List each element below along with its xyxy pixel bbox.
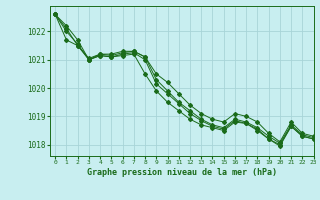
- X-axis label: Graphe pression niveau de la mer (hPa): Graphe pression niveau de la mer (hPa): [87, 168, 276, 177]
